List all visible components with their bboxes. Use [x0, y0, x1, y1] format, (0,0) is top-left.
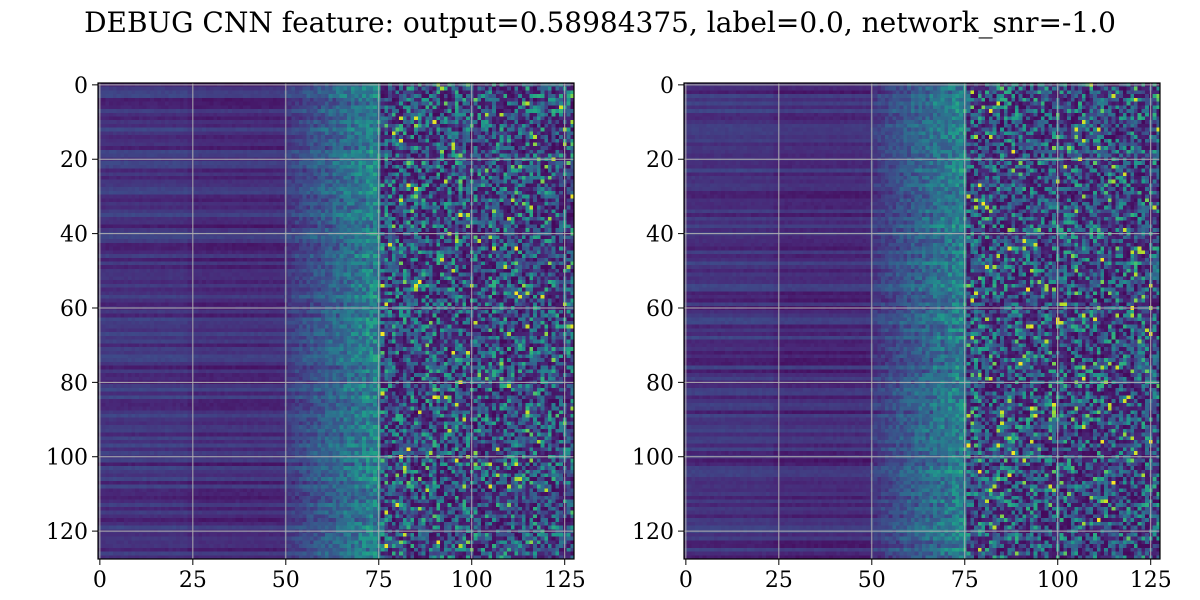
heatmap-image: [684, 83, 1160, 559]
y-tick-label: 20: [60, 148, 88, 173]
y-tick-label: 60: [60, 297, 88, 322]
axes-frame: [97, 82, 575, 560]
x-tick-label: 100: [1037, 568, 1079, 593]
heatmap-panel-2: 0 25 50 75 100 125 0 20 40 60 80 100 120: [632, 74, 1172, 593]
y-tick-label: 0: [74, 74, 88, 99]
heatmap-image: [98, 83, 574, 559]
y-tick-label: 40: [60, 223, 88, 248]
heatmap-panel-1: 0 25 50 75 100 125 0 20 40 60 80 100 120: [46, 74, 586, 593]
y-tick-label: 80: [60, 371, 88, 396]
y-tick-label: 40: [646, 223, 674, 248]
x-tick-label: 50: [858, 568, 886, 593]
x-tick-label: 125: [544, 568, 586, 593]
x-tick-label: 25: [765, 568, 793, 593]
y-tick-label: 60: [646, 297, 674, 322]
x-tick-label: 0: [679, 568, 693, 593]
y-tick-label: 80: [646, 371, 674, 396]
x-tick-label: 0: [93, 568, 107, 593]
x-tick-label: 125: [1130, 568, 1172, 593]
y-tick-label: 100: [46, 446, 88, 471]
x-tick-label: 100: [451, 568, 493, 593]
x-tick-label: 25: [179, 568, 207, 593]
y-tick-label: 0: [660, 74, 674, 99]
y-tick-label: 120: [632, 520, 674, 545]
x-tick-label: 75: [951, 568, 979, 593]
y-tick-label: 100: [632, 446, 674, 471]
x-tick-label: 50: [272, 568, 300, 593]
x-tick-label: 75: [365, 568, 393, 593]
y-tick-label: 120: [46, 520, 88, 545]
figure-title: DEBUG CNN feature: output=0.58984375, la…: [84, 6, 1116, 39]
y-tick-label: 20: [646, 148, 674, 173]
axes-frame: [683, 82, 1161, 560]
